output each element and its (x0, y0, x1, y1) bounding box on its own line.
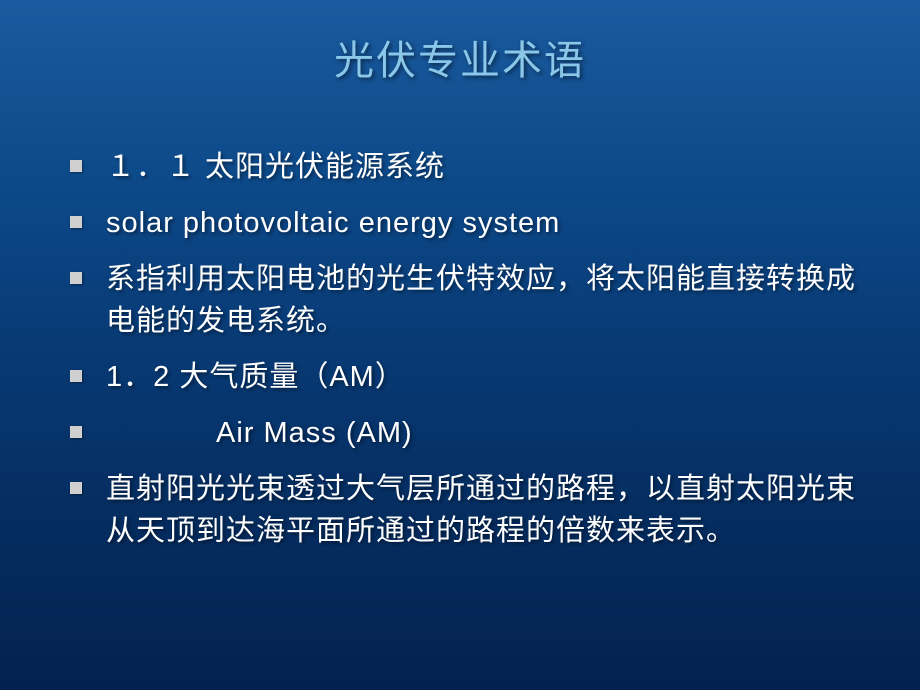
item-text: 1．2 大气质量（AM） (106, 356, 405, 398)
item-text: １．１ 太阳光伏能源系统 (106, 146, 445, 188)
item-text: solar photovoltaic energy system (106, 202, 560, 244)
list-item: solar photovoltaic energy system (70, 202, 880, 244)
bullet-icon (70, 272, 82, 284)
content-area: １．１ 太阳光伏能源系统 solar photovoltaic energy s… (40, 146, 880, 552)
bullet-icon (70, 216, 82, 228)
list-item: １．１ 太阳光伏能源系统 (70, 146, 880, 188)
item-text: Air Mass (AM) (106, 412, 413, 454)
list-item: 直射阳光光束透过大气层所通过的路程，以直射太阳光束从天顶到达海平面所通过的路程的… (70, 468, 880, 552)
list-item: Air Mass (AM) (70, 412, 880, 454)
bullet-icon (70, 370, 82, 382)
list-item: 系指利用太阳电池的光生伏特效应，将太阳能直接转换成电能的发电系统。 (70, 258, 880, 342)
slide: 光伏专业术语 １．１ 太阳光伏能源系统 solar photovoltaic e… (0, 0, 920, 690)
bullet-icon (70, 160, 82, 172)
item-text: 直射阳光光束透过大气层所通过的路程，以直射太阳光束从天顶到达海平面所通过的路程的… (106, 468, 880, 552)
bullet-icon (70, 482, 82, 494)
list-item: 1．2 大气质量（AM） (70, 356, 880, 398)
bullet-icon (70, 426, 82, 438)
item-text: 系指利用太阳电池的光生伏特效应，将太阳能直接转换成电能的发电系统。 (106, 258, 880, 342)
slide-title: 光伏专业术语 (40, 28, 880, 86)
